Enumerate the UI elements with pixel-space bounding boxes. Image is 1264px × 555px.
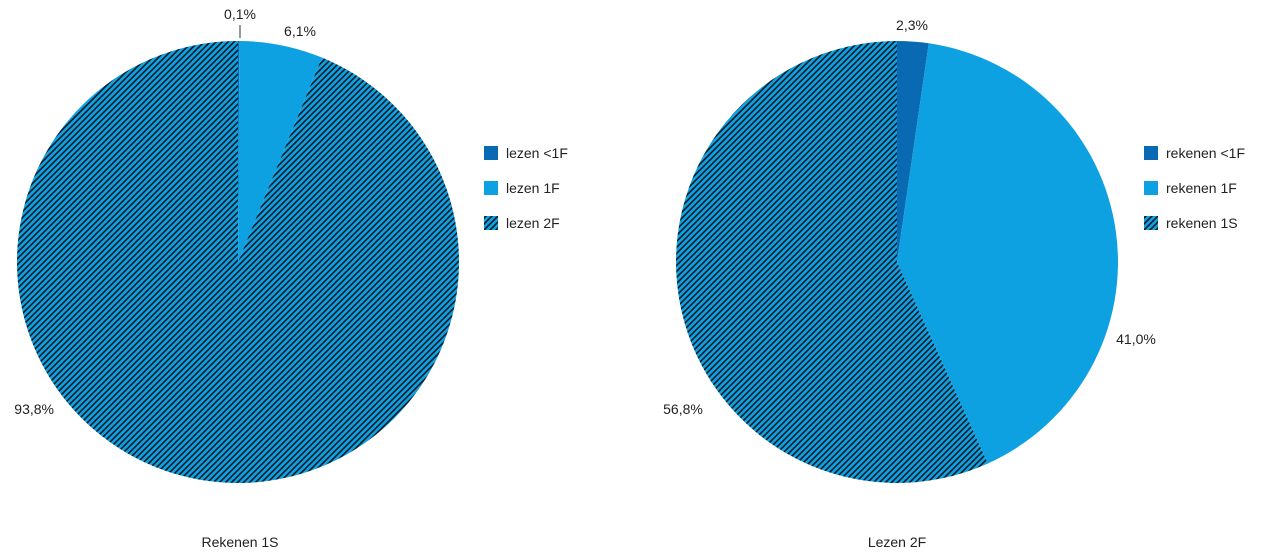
pie-1-slice-3 <box>16 41 459 484</box>
pie-1-slice-1 <box>238 40 240 263</box>
pie-2-slice-2 <box>897 43 1119 464</box>
legend-1-item-2: lezen 1F <box>484 180 560 196</box>
legend-1-label-3: lezen 2F <box>506 215 560 231</box>
legend-1-swatch-3 <box>484 216 498 230</box>
pie-chart-1: 0,1% 6,1% 93,8% lezen <1F lezen 1F lezen 2… <box>14 6 568 550</box>
legend-2-item-3: rekenen 1S <box>1144 215 1238 231</box>
pie-1-slices <box>16 40 459 484</box>
legend-2-label-2: rekenen 1F <box>1166 180 1237 196</box>
pie-1-legend: lezen <1F lezen 1F lezen 2F <box>484 145 568 231</box>
legend-1-label-1: lezen <1F <box>506 145 568 161</box>
legend-2-item-2: rekenen 1F <box>1144 180 1237 196</box>
legend-2-label-3: rekenen 1S <box>1166 215 1238 231</box>
legend-1-label-2: lezen 1F <box>506 180 560 196</box>
legend-2-label-1: rekenen <1F <box>1166 145 1245 161</box>
pie-1-data-label-3: 93,8% <box>14 401 54 417</box>
pie-1-data-label-1: 0,1% <box>224 6 256 22</box>
pie-2-legend: rekenen <1F rekenen 1F rekenen 1S <box>1144 145 1245 231</box>
pie-1-data-label-2: 6,1% <box>284 23 316 39</box>
legend-1-item-3: lezen 2F <box>484 215 560 231</box>
pie-2-data-label-3: 56,8% <box>663 401 703 417</box>
legend-2-swatch-3 <box>1144 216 1158 230</box>
legend-1-swatch-1 <box>484 146 498 160</box>
legend-2-swatch-2 <box>1144 181 1158 195</box>
legend-2-swatch-1 <box>1144 146 1158 160</box>
pie-1-slice-2 <box>238 41 322 262</box>
pie-1-caption: Rekenen 1S <box>201 534 278 550</box>
pie-chart-2: 2,3% 41,0% 56,8% rekenen <1F rekenen 1F re… <box>663 17 1245 550</box>
pie-2-data-label-2: 41,0% <box>1116 331 1156 347</box>
legend-1-item-1: lezen <1F <box>484 145 568 161</box>
pie-2-slices <box>676 41 1119 483</box>
pie-2-slice-1 <box>897 41 929 262</box>
pie-2-data-labels: 2,3% 41,0% 56,8% <box>663 17 1156 417</box>
legend-1-swatch-2 <box>484 181 498 195</box>
pie-1-data-labels: 0,1% 6,1% 93,8% <box>14 6 316 417</box>
legend-2-item-1: rekenen <1F <box>1144 145 1245 161</box>
pie-2-data-label-1: 2,3% <box>896 17 928 33</box>
pie-2-slice-3 <box>676 41 988 483</box>
pie-2-caption: Lezen 2F <box>868 534 926 550</box>
